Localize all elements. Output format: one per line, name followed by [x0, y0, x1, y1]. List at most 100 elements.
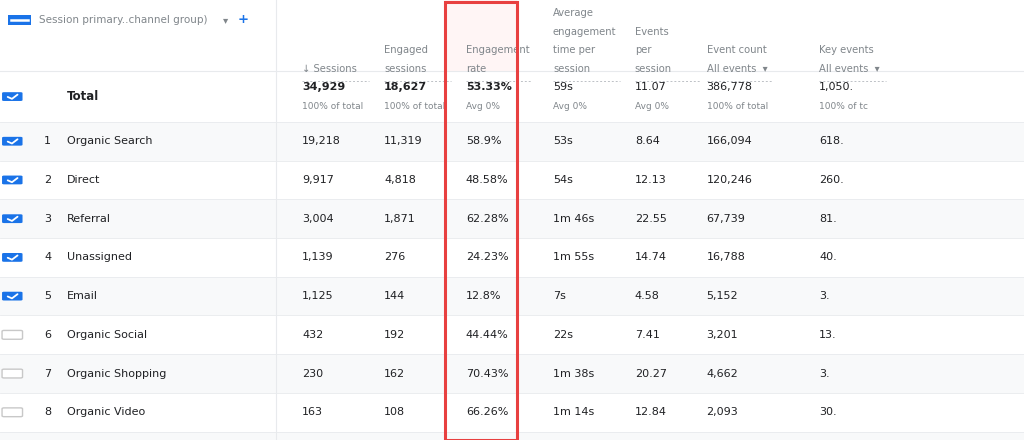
Text: 100% of total: 100% of total: [707, 102, 768, 111]
Text: Total: Total: [67, 90, 98, 103]
Text: 11,319: 11,319: [384, 136, 423, 146]
Text: 1m 14s: 1m 14s: [553, 407, 594, 417]
Text: 1m 46s: 1m 46s: [553, 214, 594, 224]
Text: Organic Shopping: Organic Shopping: [67, 369, 166, 378]
Bar: [0, 354, 1024, 393]
Text: 12.8%: 12.8%: [466, 291, 502, 301]
Text: 20.27: 20.27: [635, 369, 667, 378]
Text: rate: rate: [466, 64, 486, 74]
Text: 8: 8: [44, 407, 51, 417]
Text: Direct: Direct: [67, 175, 100, 185]
Text: 2: 2: [44, 175, 51, 185]
Text: Organic Video: Organic Video: [67, 407, 144, 417]
Bar: [0, 432, 1024, 440]
Text: 24.23%: 24.23%: [466, 253, 509, 262]
Text: 4.58: 4.58: [635, 291, 659, 301]
Text: 40.: 40.: [819, 253, 837, 262]
Text: 22.55: 22.55: [635, 214, 667, 224]
Text: Avg 0%: Avg 0%: [635, 102, 669, 111]
Text: per: per: [635, 45, 651, 55]
Text: 66.26%: 66.26%: [466, 407, 508, 417]
Text: 62.28%: 62.28%: [466, 214, 509, 224]
Text: 4,818: 4,818: [384, 175, 416, 185]
Text: All events  ▾: All events ▾: [707, 64, 767, 74]
Text: 386,778: 386,778: [707, 82, 753, 92]
Text: 1,125: 1,125: [302, 291, 334, 301]
Text: ▾: ▾: [223, 15, 228, 25]
Text: 432: 432: [302, 330, 324, 340]
Text: 11.07: 11.07: [635, 82, 667, 92]
Text: 70.43%: 70.43%: [466, 369, 509, 378]
Text: 30.: 30.: [819, 407, 837, 417]
Text: 5: 5: [44, 291, 51, 301]
Text: 260.: 260.: [819, 175, 844, 185]
Bar: [0, 122, 1024, 161]
Text: 3,004: 3,004: [302, 214, 334, 224]
Text: 18,627: 18,627: [384, 82, 427, 92]
Text: 166,094: 166,094: [707, 136, 753, 146]
Text: sessions: sessions: [384, 64, 426, 74]
Text: 13.: 13.: [819, 330, 837, 340]
Text: 81.: 81.: [819, 214, 837, 224]
Text: 8.64: 8.64: [635, 136, 659, 146]
FancyBboxPatch shape: [2, 92, 23, 101]
Text: Engagement: Engagement: [466, 45, 529, 55]
Bar: [0, 199, 1024, 238]
Text: 44.44%: 44.44%: [466, 330, 509, 340]
FancyBboxPatch shape: [2, 292, 23, 301]
Bar: [445, 2, 517, 440]
Text: 2,093: 2,093: [707, 407, 738, 417]
Text: Unassigned: Unassigned: [67, 253, 131, 262]
Text: 100% of total: 100% of total: [302, 102, 364, 111]
Text: Email: Email: [67, 291, 97, 301]
Text: 3.: 3.: [819, 369, 829, 378]
Text: 100% of total: 100% of total: [384, 102, 445, 111]
Text: Average: Average: [553, 8, 594, 18]
Text: 67,739: 67,739: [707, 214, 745, 224]
Text: engagement: engagement: [553, 27, 616, 37]
Text: 1,871: 1,871: [384, 214, 416, 224]
Text: time per: time per: [553, 45, 595, 55]
Text: 4,662: 4,662: [707, 369, 738, 378]
FancyBboxPatch shape: [2, 330, 23, 339]
Text: Key events: Key events: [819, 45, 873, 55]
Text: Referral: Referral: [67, 214, 111, 224]
Text: 14.74: 14.74: [635, 253, 667, 262]
Text: 6: 6: [44, 330, 51, 340]
Text: 120,246: 120,246: [707, 175, 753, 185]
Text: 12.84: 12.84: [635, 407, 667, 417]
Text: 276: 276: [384, 253, 406, 262]
Text: 7s: 7s: [553, 291, 566, 301]
Text: +: +: [238, 13, 249, 26]
Text: 34,929: 34,929: [302, 82, 345, 92]
Text: All events  ▾: All events ▾: [819, 64, 880, 74]
Text: session: session: [553, 64, 590, 74]
Text: 58.9%: 58.9%: [466, 136, 502, 146]
Text: 100% of tc: 100% of tc: [819, 102, 868, 111]
Text: 1m 38s: 1m 38s: [553, 369, 594, 378]
Text: 19,218: 19,218: [302, 136, 341, 146]
Text: Session primary..channel group): Session primary..channel group): [39, 15, 208, 25]
Text: Event count: Event count: [707, 45, 766, 55]
Text: 5,152: 5,152: [707, 291, 738, 301]
Bar: [445, 0, 517, 440]
Text: 59s: 59s: [553, 82, 572, 92]
Text: Organic Search: Organic Search: [67, 136, 152, 146]
FancyBboxPatch shape: [2, 408, 23, 417]
Text: 1,139: 1,139: [302, 253, 334, 262]
Text: 163: 163: [302, 407, 324, 417]
Text: Avg 0%: Avg 0%: [466, 102, 500, 111]
Text: 192: 192: [384, 330, 406, 340]
Text: 53.33%: 53.33%: [466, 82, 512, 92]
Text: 3: 3: [44, 214, 51, 224]
Text: 16,788: 16,788: [707, 253, 745, 262]
Bar: [0, 393, 1024, 432]
Text: 144: 144: [384, 291, 406, 301]
Text: Engaged: Engaged: [384, 45, 428, 55]
Text: 48.58%: 48.58%: [466, 175, 509, 185]
Text: ↓ Sessions: ↓ Sessions: [302, 64, 357, 74]
Bar: [0, 238, 1024, 277]
FancyBboxPatch shape: [2, 253, 23, 262]
Text: Avg 0%: Avg 0%: [553, 102, 587, 111]
Text: 7.41: 7.41: [635, 330, 659, 340]
